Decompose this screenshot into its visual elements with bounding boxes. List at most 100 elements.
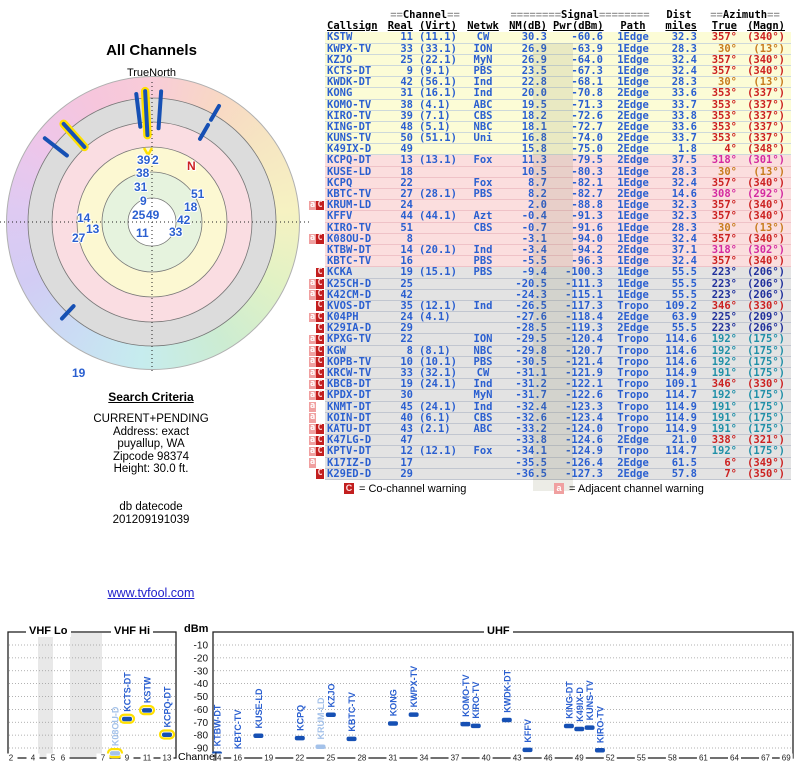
- cell-real: 18: [400, 165, 413, 178]
- co-channel-warning-label: = Co-channel warning: [359, 483, 467, 495]
- cell-true_az: 191°: [711, 422, 737, 435]
- table-row: C KCKA 19 (15.1) PBS -9.4 -100.3 1Edge 55.5 223° (…: [316, 266, 791, 279]
- cell-magn: (340°): [747, 31, 785, 44]
- cell-pwr: -119.3: [565, 322, 603, 335]
- cell-path: 2Edge: [617, 243, 649, 256]
- adjacent-warning-badge: a: [309, 389, 316, 401]
- cell-netwk: Fox: [473, 176, 493, 189]
- cell-nm: -24.3: [515, 288, 547, 301]
- cell-netwk: NBC: [473, 344, 493, 357]
- cell-magn: (206°): [747, 266, 785, 279]
- svg-text:9: 9: [125, 754, 130, 763]
- table-legend: C = Co-channel warning a = Adjacent chan…: [325, 482, 791, 495]
- svg-text:KCTS-DT: KCTS-DT: [123, 672, 133, 712]
- header-group: ==Channel==: [390, 9, 460, 21]
- cell-true_az: 223°: [711, 266, 737, 279]
- cell-callsign: KCTS-DT: [327, 64, 372, 77]
- cell-real: 24: [400, 311, 413, 324]
- radar-channel-label: 38: [136, 166, 150, 180]
- tvfool-link[interactable]: www.tvfool.com: [107, 586, 195, 600]
- cell-magn: (13°): [753, 76, 785, 89]
- cell-real: 27: [400, 188, 413, 200]
- table-row: a C KRUM-LD 24 2.0 -88.8 1Edge 32.3 357° (340°): [309, 199, 791, 212]
- svg-text:34: 34: [420, 754, 429, 763]
- cell-magn: (175°): [747, 422, 785, 435]
- cell-magn: (175°): [747, 389, 785, 402]
- table-row: a C KATU-DT 43 (2.1) ABC -33.2 -124.0 Tropo 114.9…: [309, 422, 791, 436]
- cell-path: 1Edge: [617, 255, 649, 268]
- cell-callsign: KATU-DT: [327, 422, 372, 435]
- cell-pwr: -121.4: [565, 355, 603, 368]
- cell-netwk: Azt: [473, 210, 493, 223]
- cell-nm: -36.5: [515, 467, 547, 480]
- cell-true_az: 192°: [711, 389, 737, 402]
- cell-netwk: Ind: [473, 299, 493, 312]
- cell-miles: 32.4: [671, 53, 697, 66]
- cell-callsign: K17IZ-D: [327, 456, 372, 469]
- cell-miles: 55.5: [671, 322, 697, 335]
- cell-real: 33: [400, 42, 413, 55]
- cell-miles: 33.6: [671, 87, 697, 100]
- table-row: a C K42CM-D 42 -24.3 -115.1 1Edge 55.5 223° (206°…: [309, 288, 791, 301]
- cell-virt: (2.1): [419, 422, 451, 435]
- cell-netwk: Ind: [473, 76, 493, 89]
- column-headers-row: Callsign Real (Virt) Netwk NM(dB) Pwr(dBm) Pat…: [325, 20, 791, 33]
- cell-true_az: 191°: [711, 400, 737, 413]
- svg-text:2: 2: [9, 754, 14, 763]
- cell-pwr: -120.7: [565, 344, 603, 357]
- cell-miles: 33.8: [671, 109, 697, 122]
- cell-callsign: KOMO-TV: [327, 98, 372, 111]
- vhf-lo-band-label: VHF Lo: [26, 625, 71, 637]
- svg-text:KUNS-TV: KUNS-TV: [585, 680, 595, 720]
- cell-magn: (337°): [747, 132, 785, 145]
- radar-channel-label: 11: [136, 226, 149, 240]
- svg-text:KIRO-TV: KIRO-TV: [595, 706, 605, 743]
- cell-nm: -3.4: [521, 243, 547, 256]
- cell-true_az: 191°: [711, 411, 737, 424]
- cell-callsign: K29IA-D: [327, 322, 372, 335]
- cell-nm: 20.0: [521, 87, 547, 100]
- cell-pwr: -68.1: [571, 76, 603, 89]
- cell-nm: -26.5: [515, 299, 547, 312]
- column-header: Path: [620, 20, 646, 33]
- cell-true_az: 30°: [718, 165, 737, 178]
- cell-magn: (337°): [747, 98, 785, 111]
- cell-pwr: -60.6: [571, 31, 603, 44]
- cell-callsign: K47LG-D: [327, 434, 372, 447]
- cell-netwk: Fox: [473, 445, 493, 458]
- cell-virt: (7.1): [419, 109, 451, 122]
- table-row: a C K04PH 24 (4.1) -27.6 -118.4 2Edge 63.9 225° (2…: [309, 311, 791, 324]
- cell-netwk: PBS: [473, 355, 493, 368]
- cell-path: 1Edge: [617, 221, 649, 234]
- table-row: a KNMT-DT 45 (24.1) Ind -32.4 -123.3 Tropo 114.9…: [309, 400, 791, 413]
- svg-text:46: 46: [544, 754, 553, 763]
- svg-text:-20: -20: [194, 653, 209, 664]
- cell-netwk: ION: [473, 333, 493, 346]
- cell-pwr: -88.8: [571, 199, 603, 212]
- cell-callsign: KBTC-TV: [327, 188, 372, 200]
- cell-callsign: KOIN-DT: [327, 411, 372, 424]
- co-channel-warning-badge: C: [316, 468, 324, 479]
- table-row: KONG 31 (16.1) Ind 20.0 -70.8 2Edge 33.6 353° (33…: [325, 87, 791, 100]
- spectrum-plot: -10-20 -30 -40 -50 -60 -70 -80 -90 K08OU-DKCTS-D…: [4, 631, 794, 763]
- cell-path: Tropo: [617, 411, 649, 424]
- cell-real: 22: [400, 176, 413, 189]
- svg-text:KUSE-LD: KUSE-LD: [254, 688, 264, 728]
- cell-path: Tropo: [617, 344, 649, 357]
- cell-magn: (348°): [747, 143, 785, 156]
- cell-virt: (4.1): [419, 98, 451, 111]
- co-channel-warning-badge: C: [316, 333, 324, 345]
- signal-table-rows: KSTW 11 (11.1) CW 30.3 -60.6 1Edge 32.3 357° (340…: [309, 31, 791, 480]
- co-channel-warning-badge: C: [316, 322, 324, 334]
- cell-callsign: KNMT-DT: [327, 400, 372, 413]
- cell-real: 33: [400, 367, 413, 379]
- cell-path: 1Edge: [617, 165, 649, 178]
- cell-magn: (301°): [747, 154, 785, 167]
- cell-magn: (175°): [747, 367, 785, 379]
- cell-true_az: 338°: [711, 434, 737, 447]
- cell-true_az: 353°: [711, 98, 737, 111]
- cell-path: 1Edge: [617, 31, 649, 44]
- cell-pwr: -82.7: [571, 188, 603, 200]
- adjacent-warning-badge: a: [309, 311, 316, 323]
- cell-true_az: 318°: [711, 154, 737, 167]
